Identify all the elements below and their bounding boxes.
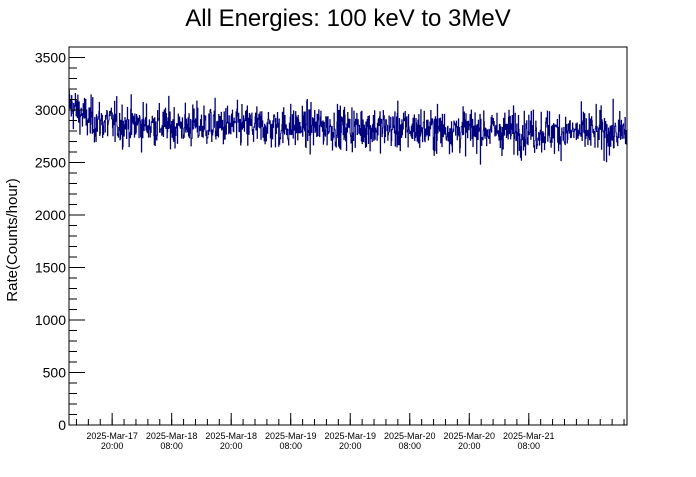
x-tick-label-date: 2025-Mar-19 (324, 431, 376, 441)
y-tick-label: 2500 (35, 155, 66, 171)
x-tick-label-time: 08:00 (518, 441, 541, 451)
x-tick-label-date: 2025-Mar-18 (146, 431, 198, 441)
y-tick-label: 0 (58, 417, 66, 433)
y-tick-label: 3000 (35, 102, 66, 118)
axis-layer: 05001000150020002500300035002025-Mar-172… (35, 46, 628, 451)
x-tick-label-time: 20:00 (458, 441, 481, 451)
y-tick-label: 1500 (35, 260, 66, 276)
x-tick-label-time: 08:00 (160, 441, 183, 451)
plot-frame (68, 46, 628, 426)
plot-layer (68, 90, 628, 165)
x-tick-label-date: 2025-Mar-19 (265, 431, 317, 441)
y-tick-label: 2000 (35, 207, 66, 223)
y-tick-label: 500 (43, 365, 67, 381)
x-tick-label-time: 20:00 (220, 441, 243, 451)
x-tick-label-time: 20:00 (101, 441, 124, 451)
x-tick-label-date: 2025-Mar-20 (384, 431, 436, 441)
series-line (68, 90, 628, 165)
y-tick-label: 3500 (35, 50, 66, 66)
x-tick-label-date: 2025-Mar-21 (503, 431, 555, 441)
x-tick-label-time: 20:00 (339, 441, 362, 451)
chart-title: All Energies: 100 keV to 3MeV (185, 5, 511, 32)
y-tick-label: 1000 (35, 312, 66, 328)
x-tick-label-time: 08:00 (279, 441, 302, 451)
x-tick-label-time: 08:00 (398, 441, 421, 451)
x-tick-label-date: 2025-Mar-17 (86, 431, 138, 441)
y-axis-label: Rate(Counts/hour) (4, 178, 21, 301)
x-tick-label-date: 2025-Mar-18 (205, 431, 257, 441)
x-tick-label-date: 2025-Mar-20 (444, 431, 496, 441)
